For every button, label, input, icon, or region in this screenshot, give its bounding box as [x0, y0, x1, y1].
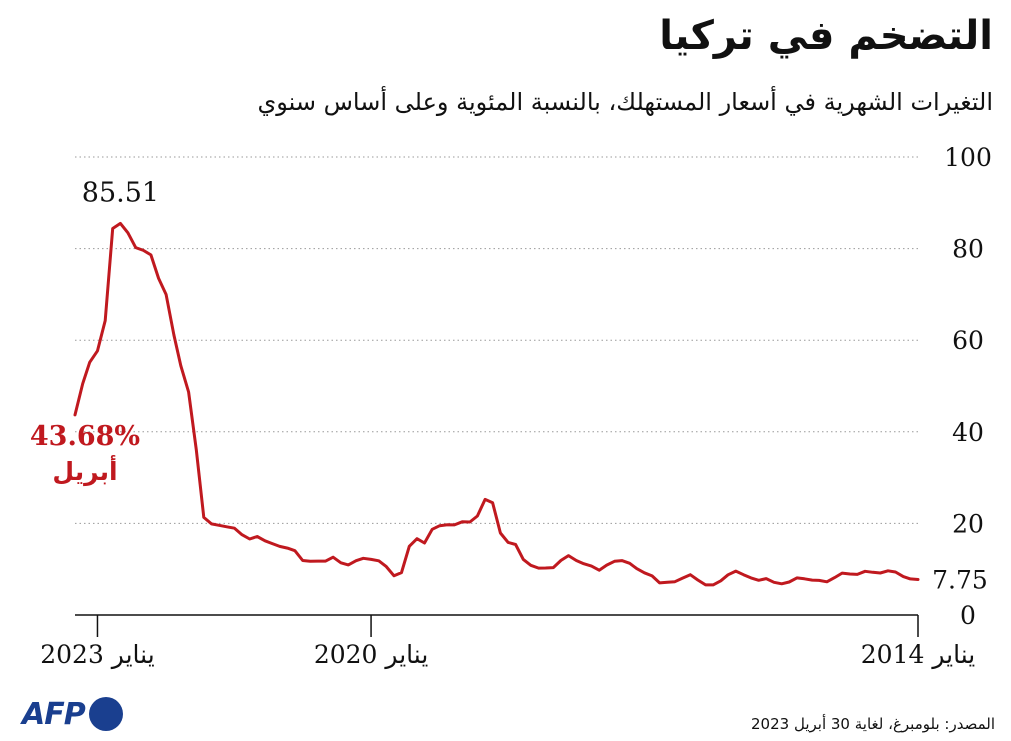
y-tick-label: 100: [944, 143, 992, 172]
afp-logo-dot: [88, 697, 123, 731]
x-tick-label: يناير 2014: [861, 640, 975, 670]
gridlines: [75, 156, 918, 524]
latest-value-label: 43.68%: [30, 421, 140, 452]
y-tick-label: 20: [952, 509, 984, 538]
y-tick-label: 40: [952, 418, 984, 447]
inflation-series-line: [73, 221, 920, 587]
afp-logo-text: AFP: [22, 696, 86, 732]
annotations: 85.51 43.68%أبريل 7.75: [30, 177, 988, 594]
afp-logo: AFP: [22, 696, 123, 732]
y-tick-label: 60: [952, 326, 984, 355]
latest-month-label: أبريل: [52, 455, 117, 487]
x-axis-ticks: يناير 2023 يناير 2020 يناير 2014: [40, 615, 975, 670]
y-tick-label: 80: [952, 235, 984, 264]
y-axis-ticks: 0 20 40 60 80 100: [944, 143, 992, 630]
chart-subtitle: التغيرات الشهرية في أسعار المستهلك، بالن…: [257, 88, 993, 116]
chart-title: التضخم في تركيا: [659, 13, 993, 59]
x-tick-label: يناير 2023: [40, 640, 154, 670]
y-tick-label: 0: [960, 601, 976, 630]
x-tick-label: يناير 2020: [314, 640, 428, 670]
peak-value-label: 85.51: [82, 177, 159, 208]
series-layer: [73, 221, 920, 587]
start-value-label: 7.75: [932, 566, 988, 595]
source-note: المصدر: بلومبرغ، لغاية 30 أبريل 2023: [751, 715, 995, 733]
